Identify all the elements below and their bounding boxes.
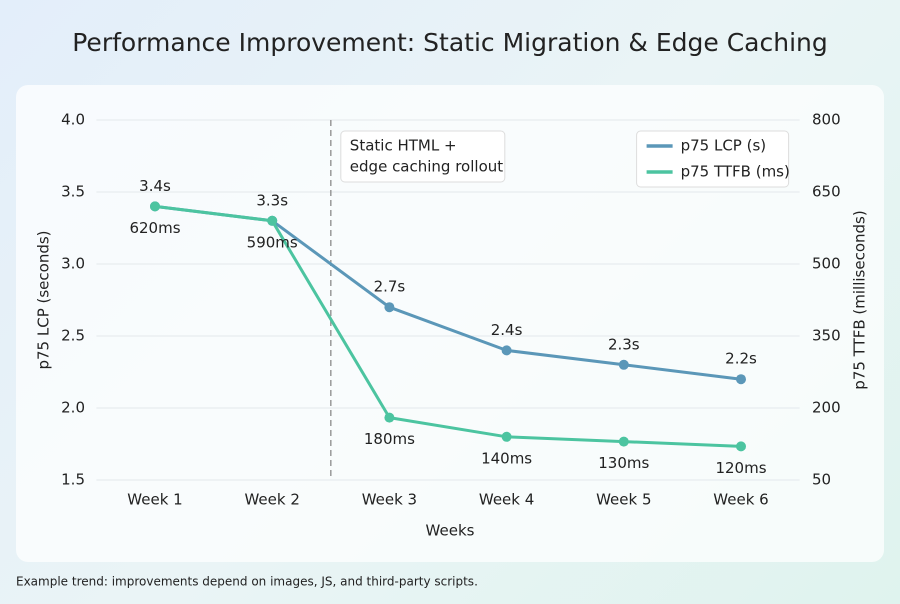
data-label: 2.4s (491, 321, 523, 339)
y2-tick-label: 350 (812, 327, 841, 345)
data-point (618, 436, 629, 447)
data-label: 620ms (129, 219, 180, 237)
data-label: 3.4s (139, 177, 171, 195)
y2-tick-label: 650 (812, 183, 841, 201)
data-label: 2.3s (608, 335, 640, 353)
y2-tick-label: 800 (812, 111, 841, 129)
data-label: 130ms (598, 454, 649, 472)
x-tick-label: Week 4 (479, 491, 534, 509)
data-point (384, 302, 395, 313)
annotation-text: edge caching rollout (350, 158, 503, 176)
y-tick-label: 4.0 (61, 111, 85, 129)
x-tick-label: Week 3 (362, 491, 417, 509)
data-label: 2.2s (725, 350, 757, 368)
data-label: 590ms (247, 233, 298, 251)
x-tick-label: Week 2 (244, 491, 299, 509)
data-point (736, 441, 746, 452)
y2-tick-label: 200 (812, 399, 841, 417)
y-tick-label: 3.0 (61, 255, 85, 273)
y2-tick-label: 500 (812, 255, 841, 273)
legend-box (636, 130, 790, 188)
data-point (267, 215, 278, 226)
y2-axis-label: p75 TTFB (milliseconds) (851, 210, 869, 389)
y-axis-label: p75 LCP (seconds) (35, 230, 53, 369)
data-label: 3.3s (256, 191, 288, 209)
y-tick-label: 3.5 (61, 183, 85, 201)
y-tick-label: 2.0 (61, 399, 85, 417)
chart-title: Performance Improvement: Static Migratio… (72, 28, 828, 57)
footnote: Example trend: improvements depend on im… (16, 575, 478, 589)
data-point (618, 359, 629, 370)
x-tick-label: Week 5 (596, 491, 651, 509)
x-tick-label: Week 6 (713, 491, 768, 509)
y2-tick-label: 50 (812, 471, 831, 489)
data-label: 180ms (364, 430, 415, 448)
data-point (384, 412, 395, 423)
series-line (154, 204, 742, 448)
y-tick-label: 2.5 (61, 327, 85, 345)
data-point (501, 431, 512, 442)
data-point (501, 345, 512, 356)
data-label: 120ms (715, 459, 766, 477)
x-tick-label: Week 1 (127, 491, 182, 509)
legend-label: p75 LCP (s) (681, 137, 767, 155)
y-tick-label: 1.5 (61, 471, 85, 489)
x-axis-label: Weeks (426, 522, 475, 540)
data-point (736, 374, 746, 385)
data-point (150, 201, 160, 212)
annotation-text: Static HTML + (350, 137, 457, 155)
annotation-box (340, 130, 506, 183)
data-label: 140ms (481, 449, 532, 467)
legend-label: p75 TTFB (ms) (681, 163, 790, 181)
data-label: 2.7s (374, 278, 406, 296)
